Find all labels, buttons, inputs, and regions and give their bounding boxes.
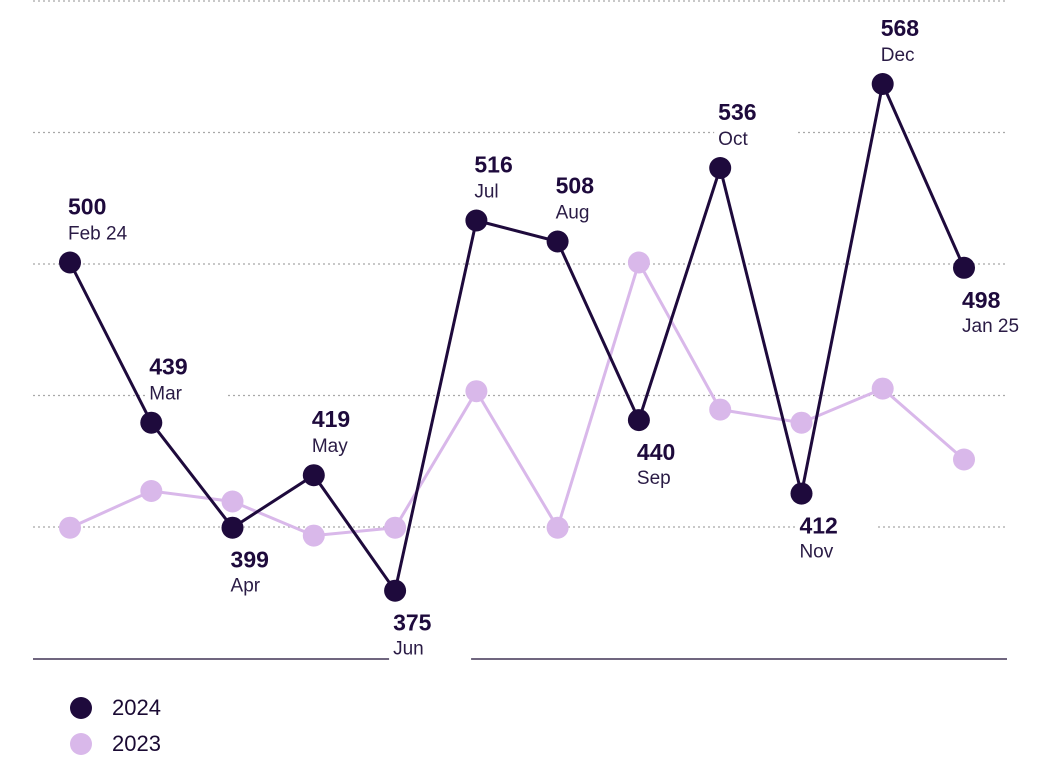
data-point-2023 (627, 251, 650, 274)
category-label: Aug (556, 203, 590, 224)
category-label: Jun (393, 639, 424, 660)
legend-label-2023: 2023 (112, 731, 161, 756)
series-line-2024 (68, 79, 966, 595)
category-label: Sep (637, 468, 671, 489)
data-value-label: 399 (231, 547, 269, 573)
data-value-label: 508 (556, 173, 595, 199)
data-value-label: 516 (474, 152, 512, 178)
data-point-2024 (953, 256, 975, 279)
data-point-2024 (627, 409, 650, 432)
category-label: Oct (718, 129, 748, 150)
data-label-backdrop (714, 98, 797, 153)
legend: 2024 2023 (70, 690, 161, 762)
data-value-label: 419 (312, 406, 350, 432)
data-label-backdrop (795, 511, 878, 566)
data-value-label: 439 (149, 354, 187, 380)
data-value-label: 568 (881, 15, 920, 41)
data-label-backdrop (226, 545, 309, 600)
data-point-2024 (302, 464, 325, 487)
category-label: Jul (474, 182, 498, 203)
data-label-backdrop (64, 192, 146, 247)
legend-label-2024: 2024 (112, 695, 161, 720)
data-point-2024 (790, 482, 813, 505)
data-point-2024 (221, 516, 244, 539)
category-label: Mar (149, 384, 182, 405)
category-label: Nov (799, 542, 833, 563)
gridlines (33, 0, 1007, 528)
data-label-backdrop (470, 150, 553, 205)
series-lines (68, 79, 966, 595)
data-point-2024 (140, 411, 163, 434)
data-point-2023 (546, 516, 569, 539)
data-labels: 500 Feb 24 439 Mar 399 Apr 419 May 375 Jun 516 Jul 5… (64, 14, 1040, 663)
legend-item-2023: 2023 (70, 726, 161, 762)
data-point-2024 (59, 251, 81, 274)
data-label-backdrop (958, 285, 1040, 340)
data-point-2023 (302, 524, 325, 547)
line-chart: 500 Feb 24 439 Mar 399 Apr 419 May 375 Jun 516 Jul 5… (33, 0, 1040, 663)
series-points (59, 73, 975, 602)
legend-marker-2024 (70, 697, 92, 719)
legend-item-2024: 2024 (70, 690, 161, 726)
data-point-2024 (871, 73, 894, 95)
data-point-2024 (384, 579, 407, 602)
data-point-2023 (709, 398, 732, 421)
legend-marker-2023 (70, 733, 92, 755)
category-label: Feb 24 (68, 224, 128, 245)
data-label-backdrop (389, 608, 472, 663)
data-value-label: 412 (799, 513, 837, 539)
data-point-2023 (465, 380, 488, 403)
data-value-label: 536 (718, 99, 756, 125)
data-point-2023 (871, 377, 894, 400)
category-label: Dec (881, 45, 915, 66)
data-label-backdrop (632, 438, 715, 493)
data-value-label: 375 (393, 610, 432, 636)
data-point-2024 (709, 157, 732, 179)
category-label: May (312, 436, 348, 457)
series-line-2023 (69, 258, 965, 538)
data-label-backdrop (307, 405, 390, 460)
data-point-2023 (790, 411, 813, 434)
category-label: Jan 25 (962, 316, 1019, 337)
data-value-label: 440 (637, 439, 675, 465)
data-point-2024 (465, 209, 488, 232)
data-label-backdrop (551, 171, 634, 226)
data-point-2023 (140, 480, 163, 502)
data-point-2023 (59, 516, 81, 539)
data-label-backdrop (876, 14, 959, 69)
data-value-label: 498 (962, 287, 1001, 313)
data-point-2024 (546, 230, 569, 253)
category-label: Apr (231, 576, 261, 597)
data-value-label: 500 (68, 194, 106, 220)
data-point-2023 (384, 516, 407, 539)
data-point-2023 (221, 490, 244, 513)
data-point-2023 (953, 448, 975, 471)
data-label-backdrop (145, 352, 228, 407)
